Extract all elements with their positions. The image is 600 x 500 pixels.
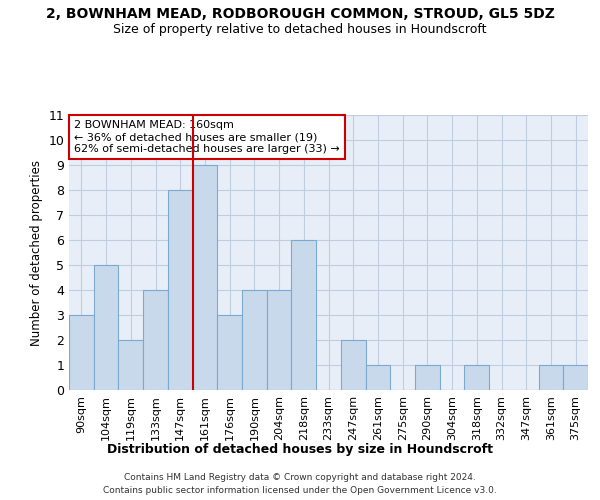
- Bar: [94, 265, 118, 390]
- Bar: [69, 315, 94, 390]
- Bar: [341, 340, 365, 390]
- Bar: [118, 340, 143, 390]
- Y-axis label: Number of detached properties: Number of detached properties: [30, 160, 43, 346]
- Bar: [217, 315, 242, 390]
- Text: Contains public sector information licensed under the Open Government Licence v3: Contains public sector information licen…: [103, 486, 497, 495]
- Bar: [365, 365, 390, 390]
- Bar: [267, 290, 292, 390]
- Bar: [415, 365, 440, 390]
- Bar: [168, 190, 193, 390]
- Bar: [193, 165, 217, 390]
- Text: Contains HM Land Registry data © Crown copyright and database right 2024.: Contains HM Land Registry data © Crown c…: [124, 472, 476, 482]
- Bar: [464, 365, 489, 390]
- Bar: [563, 365, 588, 390]
- Bar: [539, 365, 563, 390]
- Text: Size of property relative to detached houses in Houndscroft: Size of property relative to detached ho…: [113, 22, 487, 36]
- Text: 2, BOWNHAM MEAD, RODBOROUGH COMMON, STROUD, GL5 5DZ: 2, BOWNHAM MEAD, RODBOROUGH COMMON, STRO…: [46, 8, 554, 22]
- Bar: [143, 290, 168, 390]
- Bar: [242, 290, 267, 390]
- Text: 2 BOWNHAM MEAD: 160sqm
← 36% of detached houses are smaller (19)
62% of semi-det: 2 BOWNHAM MEAD: 160sqm ← 36% of detached…: [74, 120, 340, 154]
- Text: Distribution of detached houses by size in Houndscroft: Distribution of detached houses by size …: [107, 442, 493, 456]
- Bar: [292, 240, 316, 390]
